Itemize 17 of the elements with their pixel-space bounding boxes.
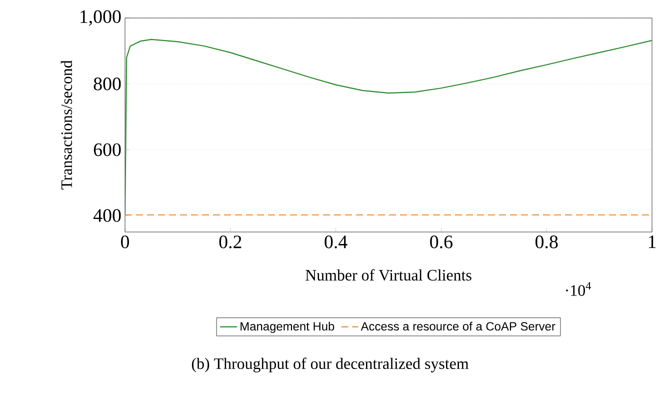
x-tick-label: 0.6	[430, 236, 452, 248]
y-axis-title: Transactions/second	[60, 60, 72, 190]
x-tick-label: 0.4	[324, 236, 348, 248]
text: (b) Throughput of our decentralized system	[192, 358, 469, 372]
y-tick-label: 600	[94, 143, 121, 156]
y-tick-label: 800	[94, 77, 121, 90]
legend-label: Management Hub	[240, 322, 334, 333]
x-tick-label: 0.2	[219, 236, 242, 248]
line-series	[125, 38, 652, 216]
y-tick-label: 400	[93, 209, 121, 222]
x-axis-title: Number of Virtual Clients	[306, 269, 472, 281]
x-tick-label: 1	[648, 236, 656, 248]
x-tick-label: 0.8	[536, 236, 558, 248]
text: ·10$^{4}$	[566, 282, 592, 296]
y-tick-label: 1,000	[80, 10, 121, 26]
legend-label: Access a resource of a CoAP Server	[360, 322, 556, 331]
x-tick-label: 0	[120, 236, 130, 248]
